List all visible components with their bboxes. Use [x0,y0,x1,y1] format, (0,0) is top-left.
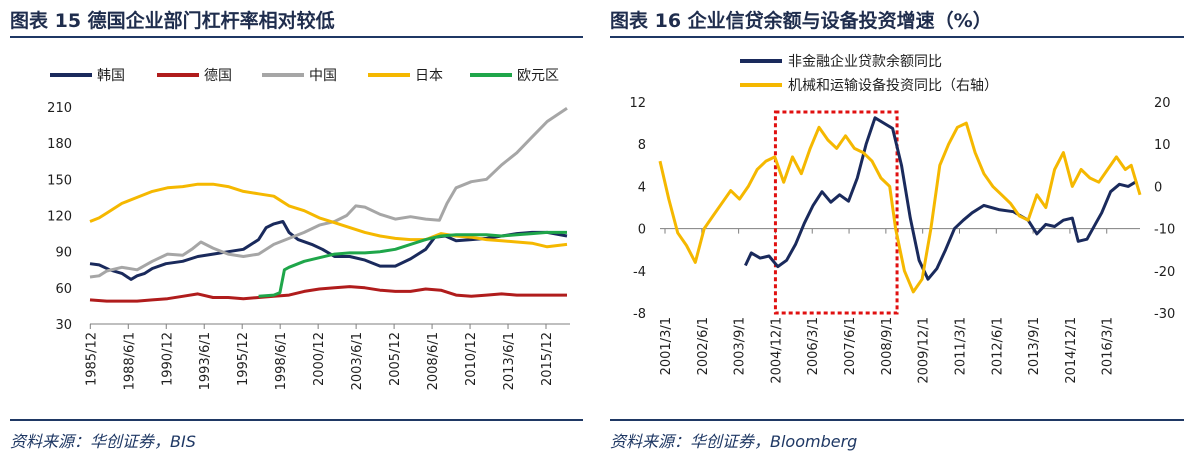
x-tick-label-2: 1988/6/1 [122,332,137,390]
y-tick-label-5: 150 [47,173,72,188]
y-tick-label-7: 210 [47,101,72,116]
right-x-tick-label-12: 2014/12/1 [1064,317,1079,384]
x-tick-label-4: 1993/6/1 [198,332,213,390]
left-chart-title: 图表 15 德国企业部门杠杆率相对较低 [10,10,335,32]
x-tick-label-11: 2010/12 [464,332,479,386]
right-x-tick-label-5: 2006/3/1 [806,317,821,375]
right-legend-label-2: 机械和运输设备投资同比（右轴） [788,77,998,94]
left-source: 资料来源：华创证券，BIS [10,432,196,451]
right-series-line-2 [658,121,1142,294]
x-tick-label-3: 1990/12 [160,332,175,386]
right-x-tick-label-8: 2009/12/1 [917,317,932,384]
right-x-tick-label-11: 2013/9/1 [1027,317,1042,375]
right-y2-tick-label-2: -20 [1154,265,1175,280]
x-tick-label-10: 2008/6/1 [426,332,441,390]
x-tick-label-5: 1995/12 [236,332,251,386]
legend-label-3: 中国 [309,68,337,84]
right-y-tick-label-4: 4 [638,180,646,195]
right-x-tick-label-7: 2008/9/1 [880,317,895,375]
right-x-tick-label-4: 2004/12/1 [769,317,784,384]
y-tick-label-4: 120 [47,210,72,225]
legend-label-1: 韩国 [97,68,125,84]
left-plot-background [12,40,584,416]
left-title-rule [10,36,583,38]
right-plot-background [612,40,1184,416]
right-y2-tick-label-6: 20 [1154,96,1171,111]
right-source: 资料来源：华创证券，Bloomberg [610,432,858,451]
right-y-tick-label-6: 12 [629,96,646,111]
right-x-tick-label-9: 2011/3/1 [953,317,968,375]
left-chart: 韩国 德国 中国 日本 欧元区 30 60 90 120 150 180 210 1985/12 1988… [12,40,584,416]
right-x-tick-label-6: 2007/6/1 [843,317,858,375]
right-y2-tick-label-1: -30 [1154,307,1175,322]
right-title-rule [610,36,1184,38]
series-line-1 [89,220,568,281]
right-y2-tick-label-4: 0 [1154,180,1162,195]
right-bottom-rule [610,419,1184,421]
legend-label-5: 欧元区 [517,68,559,84]
x-tick-label-13: 2015/12 [540,332,555,386]
right-x-tick-label-13: 2016/3/1 [1101,317,1116,375]
series-line-4 [89,182,568,249]
x-tick-label-6: 1998/6/1 [274,332,289,390]
x-tick-label-9: 2005/12 [388,332,403,386]
right-series-line-1 [744,116,1138,281]
right-legend-label-1: 非金融企业贷款余额同比 [788,53,942,70]
left-bottom-rule [10,419,583,421]
right-y-tick-label-1: -8 [633,307,646,322]
x-tick-label-7: 2000/12 [312,332,327,386]
right-x-tick-label-1: 2001/3/1 [659,317,674,375]
y-tick-label-6: 180 [47,137,72,152]
y-tick-label-1: 30 [55,318,72,333]
series-line-3 [89,106,568,279]
right-x-tick-label-2: 2002/6/1 [696,317,711,375]
right-y2-tick-label-3: -10 [1154,223,1175,238]
x-tick-label-1: 1985/12 [84,332,99,386]
y-tick-label-2: 60 [55,282,72,297]
right-chart-title: 图表 16 企业信贷余额与设备投资增速（%） [610,10,992,32]
x-tick-label-8: 2003/6/1 [350,332,365,390]
right-y-tick-label-3: 0 [638,223,646,238]
right-y-tick-label-5: 8 [638,138,646,153]
series-line-2 [89,285,567,303]
right-y-tick-label-2: -4 [633,265,646,280]
right-y2-tick-label-5: 10 [1154,138,1171,153]
right-x-tick-label-3: 2003/9/1 [733,317,748,375]
legend-label-2: 德国 [204,68,232,84]
series-line-5 [258,230,567,298]
y-tick-label-3: 90 [55,246,72,261]
x-tick-label-12: 2013/6/1 [502,332,517,390]
right-x-tick-label-10: 2012/6/1 [990,317,1005,375]
legend-label-4: 日本 [415,68,443,84]
